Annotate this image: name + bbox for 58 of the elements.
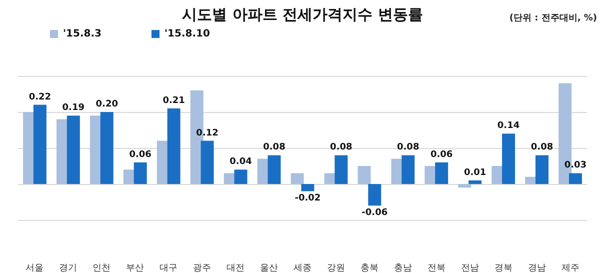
x-tick-label: 경기 bbox=[59, 264, 78, 273]
legend-label: '15.8.10 bbox=[164, 28, 210, 40]
data-label: 0.21 bbox=[162, 96, 185, 106]
x-tick-label: 충북 bbox=[360, 264, 378, 273]
data-label: 0.08 bbox=[530, 142, 554, 153]
bar bbox=[33, 104, 46, 184]
chart-title: 시도별 아파트 전세가격지수 변동률 bbox=[182, 6, 423, 24]
bar bbox=[468, 180, 482, 184]
bar bbox=[458, 184, 472, 188]
data-label: -0.06 bbox=[362, 208, 388, 218]
data-label: 0.01 bbox=[464, 168, 486, 178]
data-label: 0.08 bbox=[330, 142, 352, 153]
bar bbox=[334, 155, 348, 184]
bar bbox=[435, 162, 448, 184]
data-label: 0.14 bbox=[497, 121, 520, 132]
x-tick-label: 대전 bbox=[226, 264, 245, 273]
x-tick-label: 전남 bbox=[460, 264, 479, 273]
x-tick-label: 전북 bbox=[427, 264, 446, 273]
x-tick-label: 광주 bbox=[193, 264, 212, 273]
x-tick-label: 제주 bbox=[561, 264, 580, 273]
x-tick-label: 세종 bbox=[294, 264, 312, 273]
x-tick-label: 경남 bbox=[528, 264, 546, 273]
data-label: 0.04 bbox=[230, 157, 252, 168]
bar bbox=[100, 112, 114, 184]
bar bbox=[234, 170, 248, 184]
text: (단위 : 전주대비, %) bbox=[509, 14, 598, 24]
bar bbox=[290, 173, 304, 184]
bar bbox=[268, 155, 281, 184]
data-label: 0.12 bbox=[196, 128, 218, 138]
bar bbox=[358, 166, 371, 184]
data-label: 0.20 bbox=[96, 100, 118, 110]
bar bbox=[200, 140, 214, 184]
x-tick-label: 서울 bbox=[26, 264, 44, 273]
x-tick-label: 대구 bbox=[160, 264, 178, 273]
data-label: 0.03 bbox=[564, 160, 587, 171]
bar bbox=[301, 184, 314, 192]
bar bbox=[502, 134, 516, 184]
x-tick-label: 인천 bbox=[92, 264, 111, 273]
data-label: -0.02 bbox=[294, 194, 321, 204]
bar bbox=[535, 155, 548, 184]
data-label: 0.06 bbox=[430, 150, 453, 160]
x-tick-label: 부산 bbox=[126, 264, 144, 273]
bar bbox=[167, 108, 180, 184]
data-label: 0.08 bbox=[263, 142, 286, 153]
data-label: 0.06 bbox=[129, 150, 152, 160]
x-tick-label: 강원 bbox=[326, 264, 345, 273]
bar bbox=[134, 162, 147, 184]
data-label: 0.22 bbox=[28, 92, 52, 102]
x-tick-label: 충남 bbox=[394, 264, 412, 273]
x-tick-label: 울산 bbox=[260, 264, 278, 273]
bar bbox=[66, 116, 80, 184]
data-label: 0.08 bbox=[397, 142, 420, 153]
x-tick-label: 경북 bbox=[494, 264, 512, 273]
bar bbox=[402, 155, 415, 184]
bar bbox=[568, 173, 582, 184]
legend-label: '15.8.3 bbox=[63, 28, 102, 40]
bar bbox=[368, 184, 382, 206]
data-label: 0.19 bbox=[62, 103, 85, 114]
